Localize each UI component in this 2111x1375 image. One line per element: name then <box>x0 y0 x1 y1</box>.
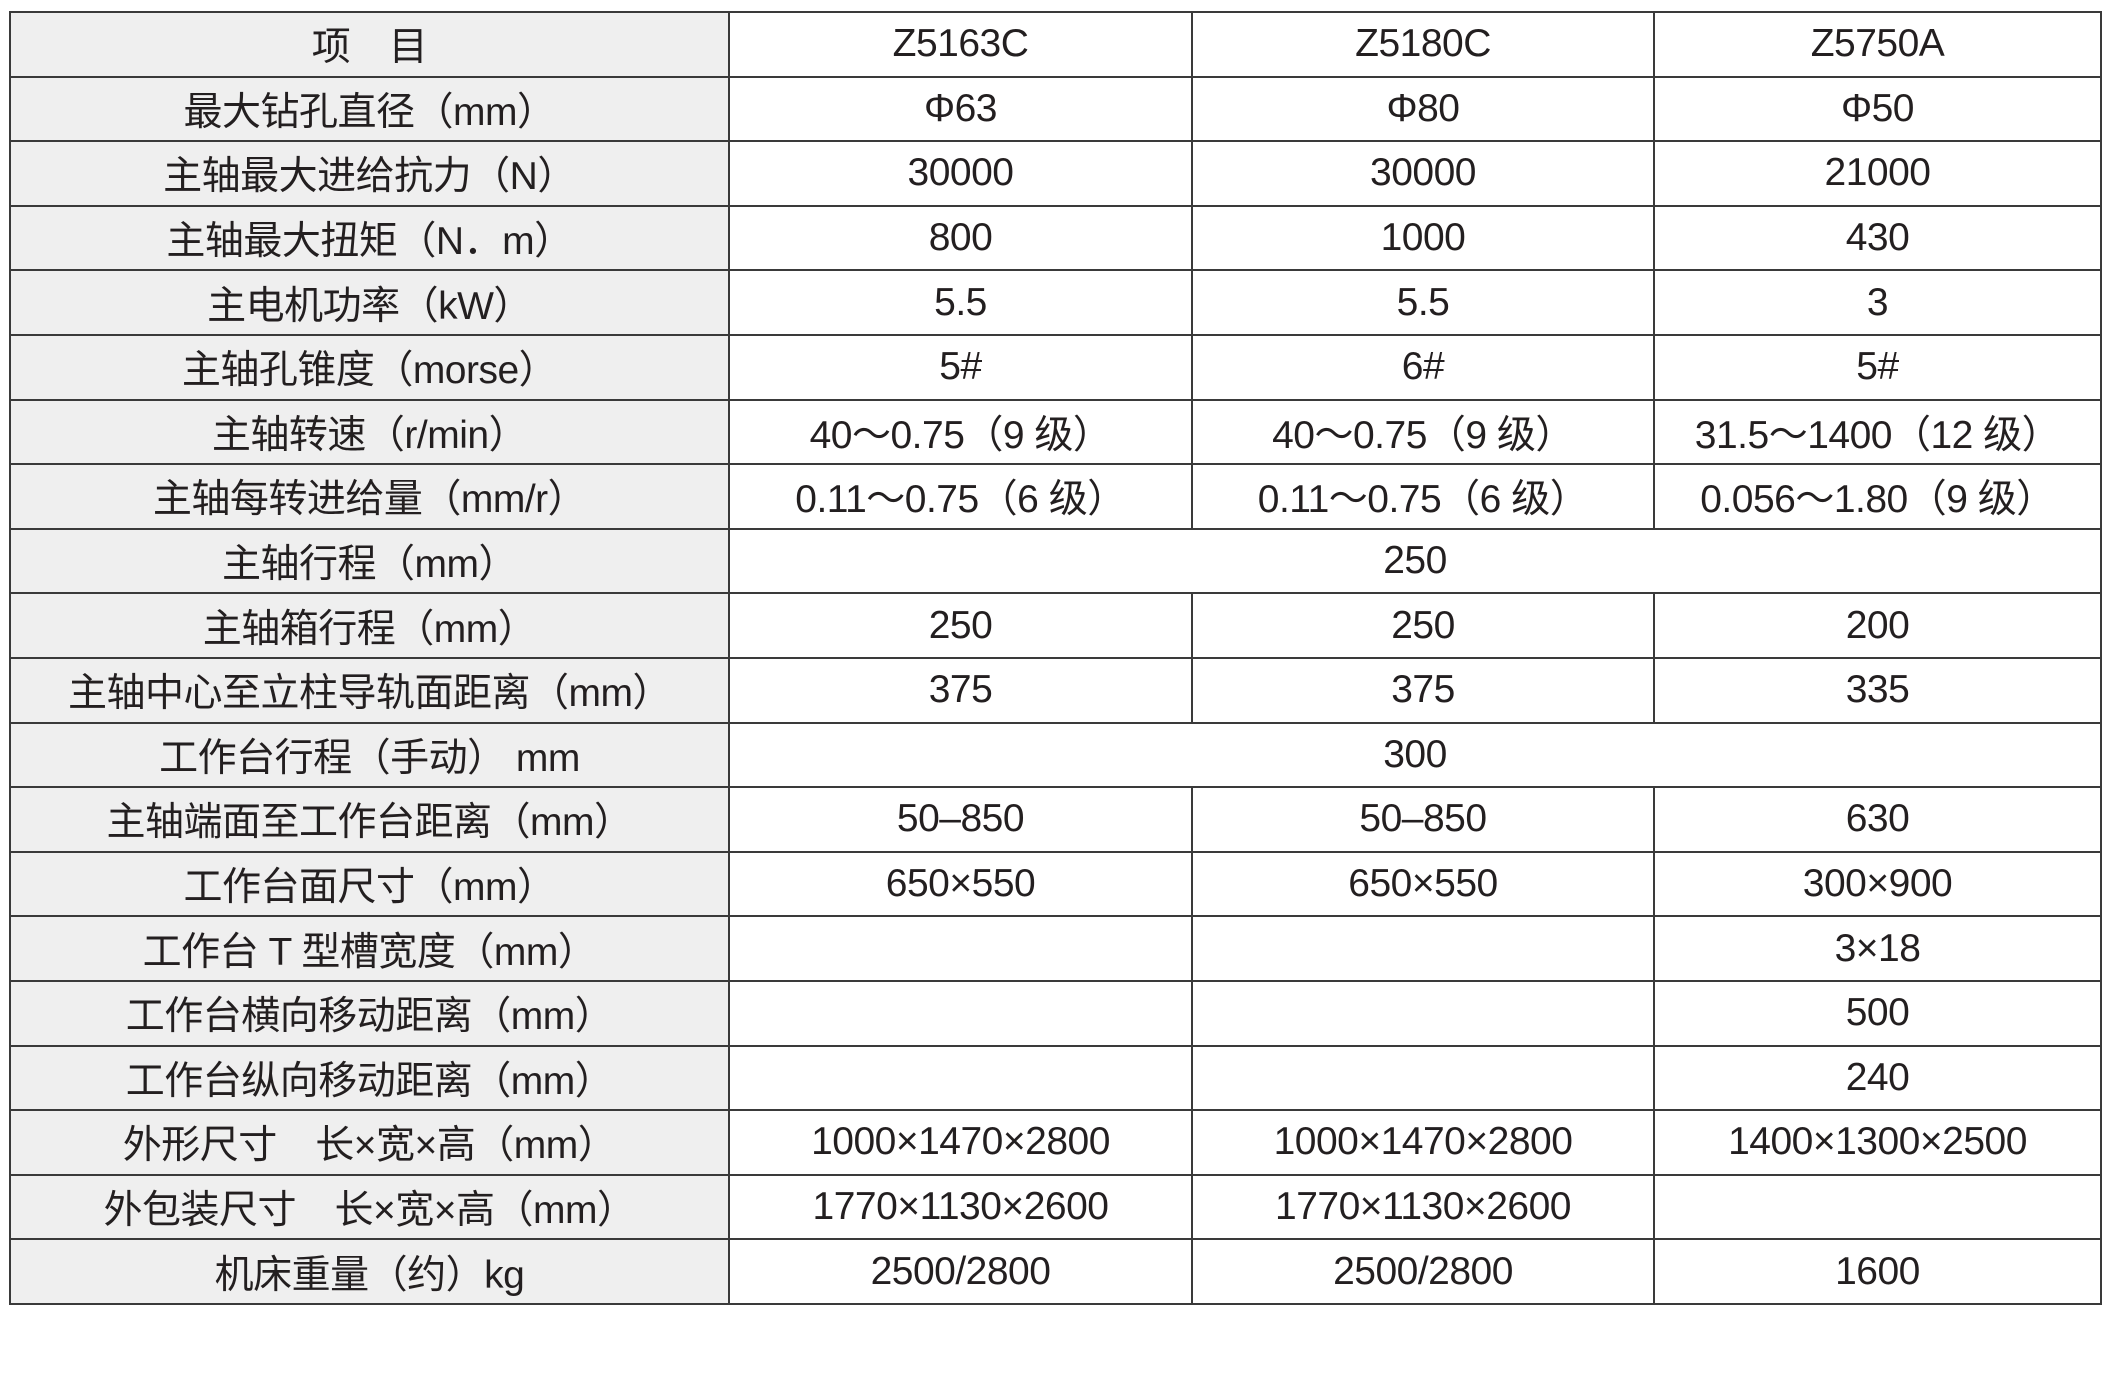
value-cell: 0.11～0.75（6 级） <box>1191 463 1655 530</box>
value-cell: 5# <box>1653 333 2102 401</box>
table-row: 主轴每转进给量（mm/r） 0.11～0.75（6 级） 0.11～0.75（6 级… <box>9 463 2102 530</box>
table-row: 主轴箱行程（mm） 250 250 200 <box>9 592 2102 659</box>
value-cell: Φ63 <box>728 75 1193 143</box>
value-cell: 335 <box>1653 656 2102 724</box>
row-label: 最大钻孔直径（mm） <box>9 75 730 143</box>
header-model: Z5750A <box>1653 11 2102 78</box>
value-cell <box>728 915 1193 982</box>
merged-value-cell: 250 <box>728 527 2102 595</box>
table-row: 主轴最大扭矩（N．m） 800 1000 430 <box>9 204 2102 272</box>
value-cell: 1600 <box>1653 1238 2102 1305</box>
value-cell: Φ50 <box>1653 75 2102 143</box>
value-cell: 3 <box>1653 269 2102 336</box>
value-cell: 21000 <box>1653 140 2102 207</box>
value-cell <box>1653 1173 2102 1241</box>
merged-value-cell: 300 <box>728 721 2102 789</box>
table-row: 工作台行程（手动） mm 300 <box>9 721 2102 789</box>
value-cell: 1000 <box>1191 204 1655 272</box>
row-label: 主轴每转进给量（mm/r） <box>9 463 730 530</box>
value-cell: 0.11～0.75（6 级） <box>728 463 1193 530</box>
row-label: 主轴行程（mm） <box>9 527 730 595</box>
value-cell: 500 <box>1653 979 2102 1047</box>
row-label: 主轴转速（r/min） <box>9 398 730 466</box>
table-row: 机床重量（约）kg 2500/2800 2500/2800 1600 <box>9 1238 2102 1305</box>
value-cell <box>1191 979 1655 1047</box>
value-cell: 1400×1300×2500 <box>1653 1109 2102 1176</box>
table-row: 最大钻孔直径（mm） Φ63 Φ80 Φ50 <box>9 75 2102 143</box>
value-cell: 6# <box>1191 333 1655 401</box>
value-cell: 240 <box>1653 1044 2102 1112</box>
value-cell: 650×550 <box>1191 850 1655 918</box>
table-row: 工作台 T 型槽宽度（mm） 3×18 <box>9 915 2102 982</box>
value-cell: 50–850 <box>1191 786 1655 853</box>
row-label: 工作台纵向移动距离（mm） <box>9 1044 730 1112</box>
value-cell: 5.5 <box>1191 269 1655 336</box>
value-cell: 250 <box>1191 592 1655 659</box>
row-label: 工作台横向移动距离（mm） <box>9 979 730 1047</box>
value-cell: 0.056～1.80（9 级） <box>1653 463 2102 530</box>
value-cell: 2500/2800 <box>1191 1238 1655 1305</box>
row-label: 工作台 T 型槽宽度（mm） <box>9 915 730 982</box>
row-label: 机床重量（约）kg <box>9 1238 730 1305</box>
value-cell: 40～0.75（9 级） <box>728 398 1193 466</box>
header-row: 项 目 Z5163C Z5180C Z5750A <box>9 11 2102 78</box>
value-cell: 50–850 <box>728 786 1193 853</box>
value-cell: 5# <box>728 333 1193 401</box>
row-label: 工作台面尺寸（mm） <box>9 850 730 918</box>
row-label: 主轴最大进给抗力（N） <box>9 140 730 207</box>
table-row: 主轴最大进给抗力（N） 30000 30000 21000 <box>9 140 2102 207</box>
value-cell <box>728 979 1193 1047</box>
table-row: 工作台纵向移动距离（mm） 240 <box>9 1044 2102 1112</box>
row-label: 主轴箱行程（mm） <box>9 592 730 659</box>
header-item: 项 目 <box>9 11 730 78</box>
table-row: 主电机功率（kW） 5.5 5.5 3 <box>9 269 2102 336</box>
value-cell <box>728 1044 1193 1112</box>
table-row: 主轴中心至立柱导轨面距离（mm） 375 375 335 <box>9 656 2102 724</box>
value-cell: 31.5～1400（12 级） <box>1653 398 2102 466</box>
table-row: 工作台面尺寸（mm） 650×550 650×550 300×900 <box>9 850 2102 918</box>
row-label: 主轴最大扭矩（N．m） <box>9 204 730 272</box>
value-cell: 200 <box>1653 592 2102 659</box>
value-cell: 30000 <box>1191 140 1655 207</box>
value-cell: Φ80 <box>1191 75 1655 143</box>
value-cell: 5.5 <box>728 269 1193 336</box>
value-cell: 375 <box>728 656 1193 724</box>
table-row: 主轴转速（r/min） 40～0.75（9 级） 40～0.75（9 级） 31.5～… <box>9 398 2102 466</box>
row-label: 主轴端面至工作台距离（mm） <box>9 786 730 853</box>
value-cell: 3×18 <box>1653 915 2102 982</box>
value-cell: 630 <box>1653 786 2102 853</box>
value-cell: 430 <box>1653 204 2102 272</box>
value-cell <box>1191 1044 1655 1112</box>
table-row: 主轴孔锥度（morse） 5# 6# 5# <box>9 333 2102 401</box>
value-cell: 800 <box>728 204 1193 272</box>
header-model: Z5180C <box>1191 11 1655 78</box>
value-cell: 1770×1130×2600 <box>728 1173 1193 1241</box>
spec-table: 项 目 Z5163C Z5180C Z5750A 最大钻孔直径（mm） Φ63 Φ8… <box>9 11 2102 1305</box>
row-label: 主轴孔锥度（morse） <box>9 333 730 401</box>
row-label: 主电机功率（kW） <box>9 269 730 336</box>
row-label: 主轴中心至立柱导轨面距离（mm） <box>9 656 730 724</box>
table-row: 外包装尺寸 长×宽×高（mm） 1770×1130×2600 1770×1130×2… <box>9 1173 2102 1241</box>
value-cell: 375 <box>1191 656 1655 724</box>
table-row: 主轴端面至工作台距离（mm） 50–850 50–850 630 <box>9 786 2102 853</box>
row-label: 外形尺寸 长×宽×高（mm） <box>9 1109 730 1176</box>
value-cell: 1000×1470×2800 <box>728 1109 1193 1176</box>
value-cell: 1000×1470×2800 <box>1191 1109 1655 1176</box>
table-row: 外形尺寸 长×宽×高（mm） 1000×1470×2800 1000×1470×28… <box>9 1109 2102 1176</box>
value-cell: 300×900 <box>1653 850 2102 918</box>
value-cell: 250 <box>728 592 1193 659</box>
value-cell: 40～0.75（9 级） <box>1191 398 1655 466</box>
table-row: 工作台横向移动距离（mm） 500 <box>9 979 2102 1047</box>
value-cell: 650×550 <box>728 850 1193 918</box>
value-cell: 2500/2800 <box>728 1238 1193 1305</box>
value-cell: 30000 <box>728 140 1193 207</box>
header-model: Z5163C <box>728 11 1193 78</box>
value-cell <box>1191 915 1655 982</box>
value-cell: 1770×1130×2600 <box>1191 1173 1655 1241</box>
row-label: 外包装尺寸 长×宽×高（mm） <box>9 1173 730 1241</box>
table-row: 主轴行程（mm） 250 <box>9 527 2102 595</box>
row-label: 工作台行程（手动） mm <box>9 721 730 789</box>
